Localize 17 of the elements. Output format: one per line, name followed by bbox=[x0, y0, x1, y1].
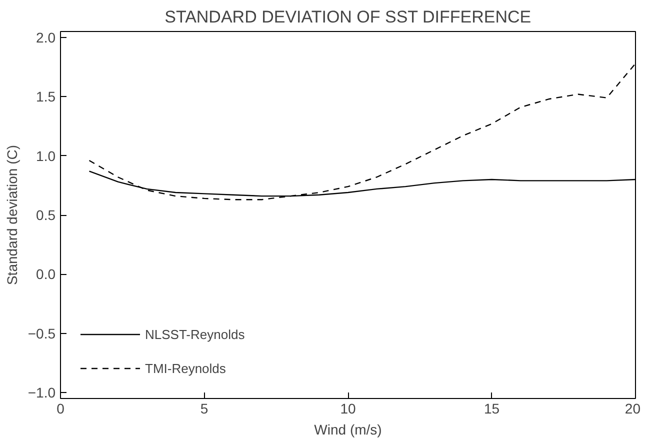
legend-label: TMI-Reynolds bbox=[145, 360, 226, 376]
legend-label: NLSST-Reynolds bbox=[145, 326, 245, 342]
y-tick-label: 2.0 bbox=[36, 29, 56, 46]
x-tick-label: 10 bbox=[340, 400, 356, 416]
y-tick-label: 1.5 bbox=[36, 88, 56, 105]
x-tick-label: 15 bbox=[484, 400, 500, 416]
x-tick-label: 5 bbox=[200, 400, 208, 416]
y-tick-label: 1.0 bbox=[36, 148, 56, 164]
chart-title: STANDARD DEVIATION OF SST DIFFERENCE bbox=[164, 8, 532, 26]
y-tick-label: 0.0 bbox=[36, 266, 56, 282]
x-tick-label: 20 bbox=[624, 400, 641, 416]
y-axis-title: Standard deviation (C) bbox=[4, 144, 20, 286]
y-tick-label: −0.5 bbox=[28, 325, 56, 342]
x-tick-label: 0 bbox=[56, 400, 65, 416]
y-tick-label: −1.0 bbox=[28, 384, 56, 401]
x-axis-title: Wind (m/s) bbox=[314, 422, 382, 438]
y-tick-label: 0.5 bbox=[36, 207, 56, 223]
